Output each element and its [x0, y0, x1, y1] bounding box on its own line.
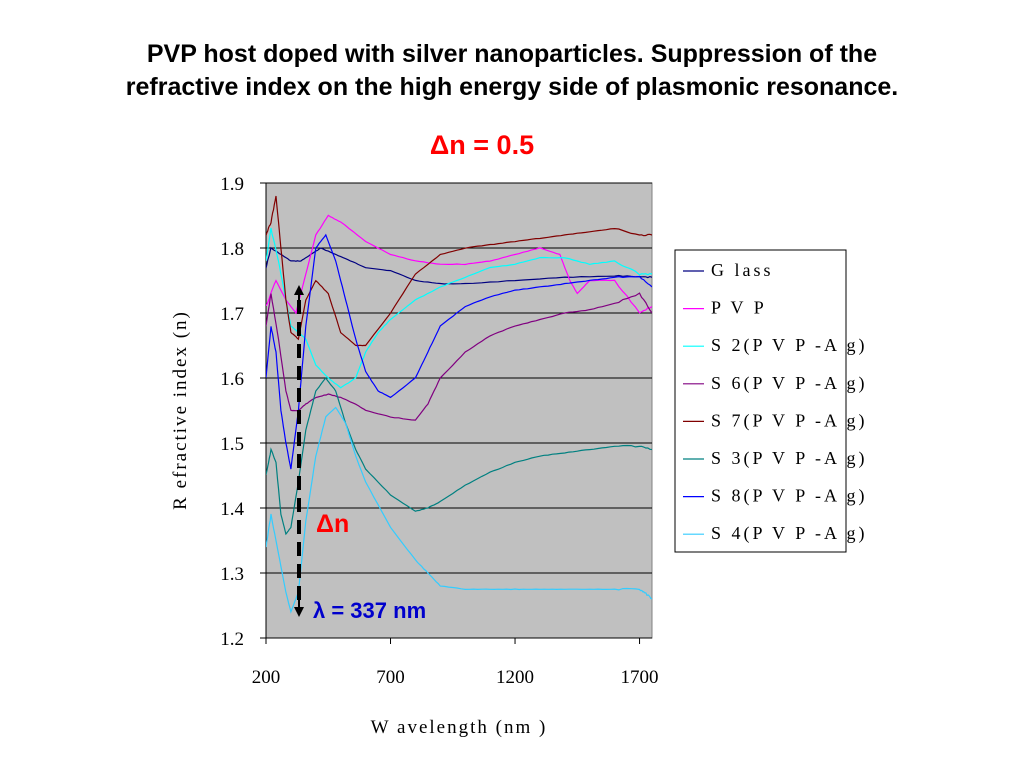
- slide-title-line-1: PVP host doped with silver nanoparticles…: [146, 40, 878, 68]
- slide-title: PVP host doped with silver nanoparticles…: [0, 38, 1024, 104]
- legend-box: [674, 249, 847, 553]
- series-line: [266, 195, 652, 347]
- legend-entry: G lass: [711, 260, 774, 280]
- gridlines: [266, 182, 652, 574]
- lambda-label: λ = 337 nm: [313, 598, 426, 623]
- y-tick-label: 1.9: [220, 174, 244, 195]
- x-tick-label: 1200: [496, 667, 534, 688]
- delta-n-label: Δn: [316, 510, 349, 538]
- y-tick-label: 1.8: [220, 239, 244, 260]
- series-line: [266, 292, 652, 421]
- legend-entry: S 6(P V P -A g): [711, 373, 868, 394]
- series-line: [266, 246, 652, 285]
- legend-entry: S 8(P V P -A g): [711, 486, 868, 507]
- x-tick-label: 700: [376, 667, 405, 688]
- legend: G lass P V P S 2(P V P -A g) S 6(P V P -A g…: [674, 249, 868, 553]
- series-line: [266, 233, 652, 470]
- y-tick-label: 1.6: [220, 369, 244, 390]
- series-line: [266, 377, 652, 536]
- legend-entry: P V P: [711, 298, 767, 318]
- series-line: [266, 227, 652, 389]
- y-tick-label: 1.7: [220, 304, 244, 325]
- y-tick-label: 1.5: [220, 434, 244, 455]
- series-line: [266, 406, 652, 614]
- plot-area: [265, 182, 653, 639]
- y-tick-label: 1.4: [220, 499, 244, 520]
- series-lines: [266, 195, 652, 614]
- y-tick-label: 1.2: [220, 629, 244, 650]
- y-axis-title: R efractive index (n): [170, 310, 191, 510]
- x-tick-label: 200: [252, 667, 281, 688]
- tick-labels: 1.2 1.3 1.4 1.5 1.6 1.7 1.8 1.9 200 700 1200 1700: [220, 174, 658, 688]
- legend-entry: S 3(P V P -A g): [711, 448, 868, 469]
- x-axis-title: W avelength (nm ): [371, 717, 548, 738]
- legend-entry: S 4(P V P -A g): [711, 523, 868, 544]
- legend-entry: S 2(P V P -A g): [711, 335, 868, 356]
- x-tick-label: 1700: [621, 667, 659, 688]
- legend-entry: S 7(P V P -A g): [711, 410, 868, 431]
- slide-title-line-2: refractive index on the high energy side…: [125, 73, 899, 101]
- y-tick-label: 1.3: [220, 564, 244, 585]
- delta-n-heading: Δn = 0.5: [429, 130, 535, 160]
